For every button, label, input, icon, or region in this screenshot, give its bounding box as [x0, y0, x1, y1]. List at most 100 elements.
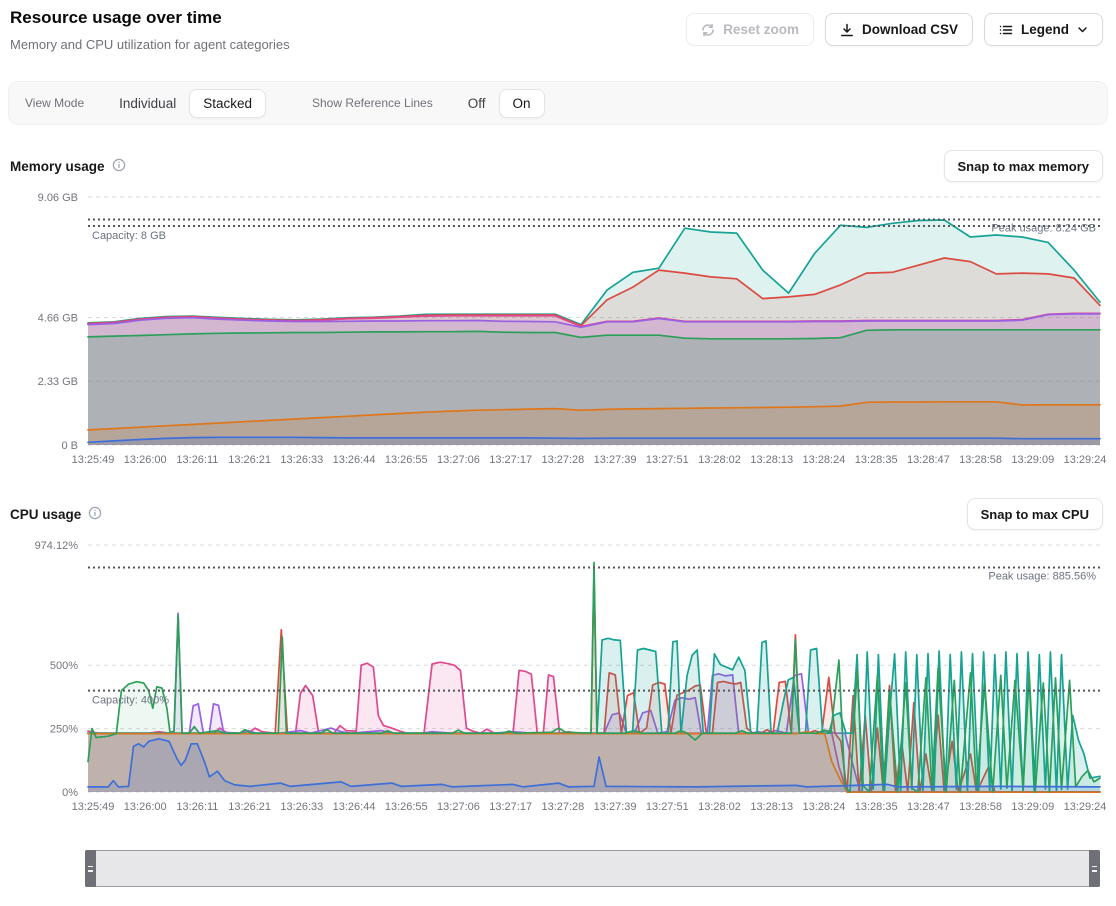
y-tick-label: 0 B [61, 440, 78, 451]
x-tick-label: 13:27:06 [437, 454, 480, 466]
reference-lines-option-off[interactable]: Off [467, 95, 486, 111]
info-icon[interactable] [88, 506, 102, 523]
memory-line-purple [87, 313, 1101, 329]
reference-line-label: Capacity: 8 GB [92, 230, 166, 242]
x-tick-label: 13:28:24 [802, 454, 846, 466]
list-icon [999, 23, 1013, 37]
refresh-icon [701, 23, 715, 37]
memory-line-orange [87, 400, 1101, 431]
x-tick-label: 13:25:49 [71, 454, 115, 466]
cpu-area-red [88, 573, 1100, 792]
x-tick-label: 13:27:39 [593, 454, 637, 466]
y-tick-label: 250% [50, 724, 78, 736]
brush-handle-left[interactable] [85, 850, 96, 887]
x-tick-label: 13:27:51 [645, 454, 689, 466]
x-tick-label: 13:28:02 [698, 454, 741, 466]
x-tick-label: 13:26:21 [228, 801, 272, 813]
download-csv-button[interactable]: Download CSV [824, 13, 973, 46]
x-tick-label: 13:26:44 [332, 454, 376, 466]
x-tick-label: 13:26:00 [123, 454, 167, 466]
page-title: Resource usage over time [10, 8, 222, 27]
memory-area-blue [88, 437, 1100, 445]
view-mode-label: View Mode [25, 96, 85, 110]
reference-lines-option-on[interactable]: On [498, 88, 545, 118]
y-tick-label: 2.33 GB [38, 376, 78, 388]
info-icon[interactable] [112, 158, 126, 175]
reference-line-label: Peak usage: 8.24 GB [991, 222, 1096, 234]
cpu-title-text: CPU usage [10, 506, 82, 522]
x-tick-label: 13:27:06 [437, 801, 480, 813]
snap-max-cpu-button[interactable]: Snap to max CPU [966, 498, 1103, 530]
reference-lines-label: Show Reference Lines [311, 96, 433, 110]
time-range-brush[interactable] [85, 850, 1100, 887]
x-tick-label: 13:26:11 [176, 801, 219, 813]
x-tick-label: 13:26:55 [384, 454, 428, 466]
memory-area-purple [88, 313, 1100, 445]
reference-line-label: Capacity: 400% [92, 695, 169, 707]
reset-zoom-label: Reset zoom [723, 22, 799, 37]
x-tick-label: 13:26:44 [332, 801, 376, 813]
y-tick-label: 500% [50, 660, 78, 672]
cpu-area-purple [88, 613, 1100, 792]
page-subtitle: Memory and CPU utilization for agent cat… [10, 37, 290, 52]
x-tick-label: 13:26:21 [228, 454, 272, 466]
x-tick-label: 13:28:35 [854, 801, 898, 813]
memory-area-orange [88, 401, 1100, 445]
x-tick-label: 13:29:24 [1063, 454, 1107, 466]
y-tick-label: 974.12% [35, 540, 79, 552]
chevron-down-icon [1077, 24, 1088, 35]
x-tick-label: 13:27:28 [541, 801, 585, 813]
memory-line-blue [87, 436, 1101, 444]
x-tick-label: 13:25:49 [71, 801, 115, 813]
x-tick-label: 13:28:13 [750, 454, 794, 466]
brush-handle-right[interactable] [1089, 850, 1100, 887]
x-tick-label: 13:28:58 [959, 454, 1002, 466]
memory-title-text: Memory usage [10, 158, 105, 174]
reference-line-label: Peak usage: 885.56% [988, 570, 1096, 582]
cpu-line-red [87, 573, 1101, 793]
memory-x-axis: 13:25:49 13:26:00 13:26:11 13:26:21 13:26:33… [0, 454, 1116, 470]
memory-area-pink [88, 313, 1100, 445]
x-tick-label: 13:28:47 [906, 801, 950, 813]
cpu-section-title: CPU usage [10, 506, 102, 523]
cpu-chart[interactable]: 974.12% 500% 250% 0% Peak usage: 885.56% Capa… [0, 532, 1116, 796]
x-tick-label: 13:29:09 [1011, 454, 1055, 466]
memory-area-teal [88, 220, 1100, 445]
download-csv-label: Download CSV [861, 22, 958, 37]
x-tick-label: 13:28:35 [854, 454, 898, 466]
x-tick-label: 13:26:55 [384, 801, 428, 813]
download-icon [840, 23, 854, 37]
snap-max-memory-button[interactable]: Snap to max memory [943, 150, 1103, 182]
x-tick-label: 13:26:33 [280, 801, 324, 813]
x-tick-label: 13:27:28 [541, 454, 585, 466]
x-tick-label: 13:27:39 [593, 801, 637, 813]
view-mode-option-stacked[interactable]: Stacked [189, 88, 266, 118]
y-tick-label: 4.66 GB [38, 312, 78, 324]
view-mode-option-individual[interactable]: Individual [119, 95, 177, 111]
x-tick-label: 13:26:33 [280, 454, 324, 466]
x-tick-label: 13:28:47 [906, 454, 950, 466]
x-tick-label: 13:26:11 [176, 454, 219, 466]
cpu-line-blue [87, 737, 1101, 788]
memory-area-red [88, 258, 1100, 445]
cpu-area-teal [88, 638, 1100, 792]
x-tick-label: 13:28:02 [698, 801, 741, 813]
legend-button[interactable]: Legend [983, 13, 1103, 46]
x-tick-label: 13:26:00 [123, 801, 167, 813]
x-tick-label: 13:27:17 [489, 801, 533, 813]
cpu-section-header: CPU usage Snap to max CPU [10, 498, 1103, 530]
cpu-line-green [87, 561, 1101, 793]
cpu-x-axis: 13:25:49 13:26:00 13:26:11 13:26:21 13:26:33… [0, 801, 1116, 817]
x-tick-label: 13:29:09 [1011, 801, 1055, 813]
reset-zoom-button[interactable]: Reset zoom [686, 13, 814, 46]
legend-label: Legend [1020, 22, 1069, 37]
x-tick-label: 13:28:24 [802, 801, 846, 813]
cpu-area-orange [88, 731, 1100, 792]
chart-options-toolbar: View Mode Individual Stacked Show Refere… [8, 81, 1108, 125]
memory-section-header: Memory usage Snap to max memory [10, 150, 1103, 182]
x-tick-label: 13:28:13 [750, 801, 794, 813]
memory-chart[interactable]: 9.06 GB 4.66 GB 2.33 GB 0 B Peak usage: 8.24… [0, 185, 1116, 451]
x-tick-label: 13:28:58 [959, 801, 1002, 813]
cpu-area-green [88, 562, 1100, 792]
